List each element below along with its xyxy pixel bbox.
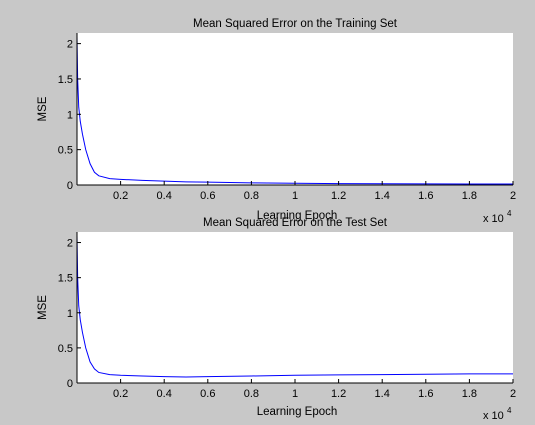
x-tick-label: 1.8 bbox=[462, 190, 477, 202]
y-tick-label: 0 bbox=[67, 180, 73, 192]
x-tick-label: 0.8 bbox=[244, 190, 259, 202]
chart-title: Mean Squared Error on the Training Set bbox=[193, 18, 398, 30]
y-tick-label: 2 bbox=[67, 39, 73, 51]
x-tick-label: 0.4 bbox=[157, 190, 172, 202]
y-tick-label: 0.5 bbox=[58, 145, 73, 157]
y-tick-label: 1 bbox=[67, 109, 73, 121]
training-set-axes: 0.2 0.4 0.6 0.8 1 1.2 1.4 1.6 1.8 2 0 0.5 1 1.5 2 Mean … bbox=[37, 18, 516, 225]
x-axis-multiplier-exponent: 4 bbox=[507, 209, 512, 218]
x-tick-label: 2 bbox=[510, 190, 516, 202]
x-axis-label: Learning Epoch bbox=[257, 210, 338, 222]
series-line-0 bbox=[76, 235, 513, 378]
y-tick-label: 1.5 bbox=[58, 273, 73, 285]
x-tick-label: 0.4 bbox=[157, 388, 172, 400]
chart-title: Mean Squared Error on the Test Set bbox=[203, 217, 388, 229]
x-tick-label: 0.2 bbox=[113, 388, 128, 400]
y-axis-label: MSE bbox=[37, 96, 49, 121]
x-tick-label: 0.2 bbox=[113, 190, 128, 202]
x-axis-multiplier: x 10 bbox=[483, 213, 504, 225]
y-tick-label: 1.5 bbox=[58, 74, 73, 86]
y-tick-label: 0.5 bbox=[58, 343, 73, 355]
plot-area bbox=[77, 33, 513, 185]
x-tick-label: 1.4 bbox=[375, 190, 390, 202]
plot-area bbox=[77, 232, 513, 383]
x-tick-label: 0.6 bbox=[200, 388, 215, 400]
y-axis-label: MSE bbox=[37, 295, 49, 320]
x-tick-label: 1.2 bbox=[331, 190, 346, 202]
x-axis-multiplier: x 10 bbox=[483, 410, 504, 422]
x-tick-label: 1 bbox=[292, 190, 298, 202]
y-tick-label: 2 bbox=[67, 238, 73, 250]
series-line-0 bbox=[76, 36, 513, 185]
x-tick-label: 0.6 bbox=[200, 190, 215, 202]
x-tick-label: 1 bbox=[292, 388, 298, 400]
x-tick-label: 1.4 bbox=[375, 388, 390, 400]
x-tick-label: 1.8 bbox=[462, 388, 477, 400]
y-tick-label: 0 bbox=[67, 378, 73, 390]
x-tick-label: 0.8 bbox=[244, 388, 259, 400]
x-tick-label: 1.6 bbox=[418, 388, 433, 400]
y-tick-label: 1 bbox=[67, 308, 73, 320]
x-tick-label: 2 bbox=[510, 388, 516, 400]
x-axis-multiplier-exponent: 4 bbox=[507, 406, 512, 415]
x-tick-label: 1.6 bbox=[418, 190, 433, 202]
test-set-axes: 0.2 0.4 0.6 0.8 1 1.2 1.4 1.6 1.8 2 0 0.5 1 1.5 2 Mean … bbox=[37, 217, 516, 422]
x-axis-label: Learning Epoch bbox=[257, 406, 338, 418]
x-tick-label: 1.2 bbox=[331, 388, 346, 400]
